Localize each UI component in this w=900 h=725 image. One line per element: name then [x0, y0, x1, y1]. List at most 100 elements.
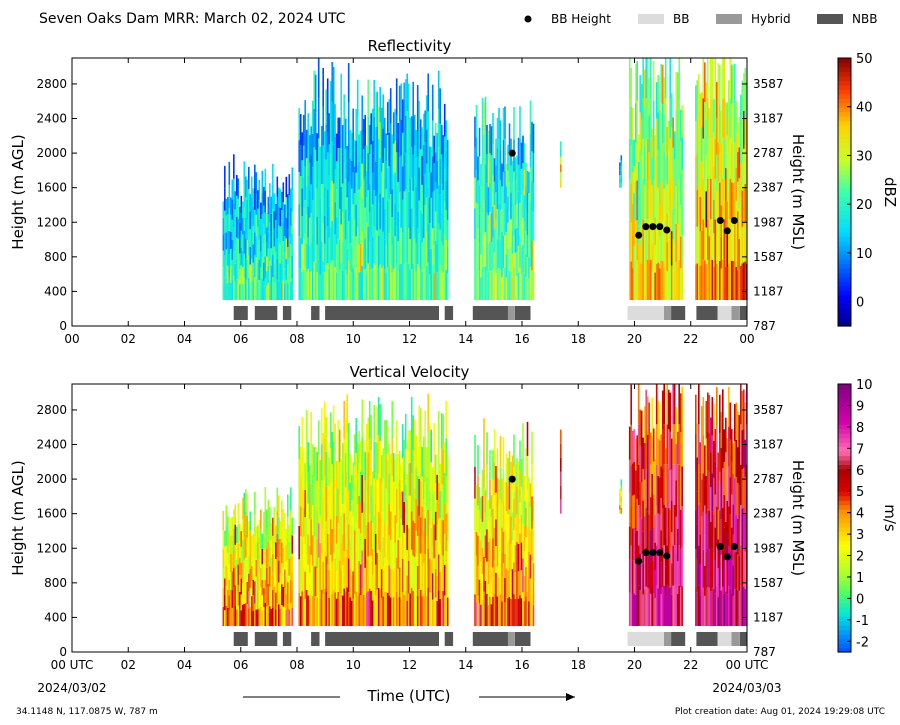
echo-cell [347, 422, 350, 457]
echo-cell [227, 248, 229, 266]
echo-cell [675, 516, 677, 554]
echo-cell [628, 259, 631, 300]
colorbar-tick-label: 9 [856, 399, 864, 414]
colorbar-step [838, 415, 851, 421]
echo-cell [304, 166, 306, 200]
echo-cell [284, 569, 286, 589]
colorbar-tick-label: 2 [856, 550, 864, 565]
echo-cell [673, 272, 676, 301]
echo-cell [654, 487, 656, 515]
echo-cell [264, 510, 267, 534]
echo-cell [657, 475, 659, 514]
echo-cell [377, 587, 380, 627]
echo-cell [299, 238, 302, 270]
echo-cell [355, 172, 357, 205]
echo-cell [335, 216, 338, 245]
echo-cell [263, 569, 265, 589]
echo-cell [246, 581, 249, 604]
echo-cell [270, 213, 273, 232]
echo-cell [704, 445, 706, 476]
echo-cell [439, 490, 441, 518]
echo-cell [725, 134, 727, 168]
echo-cell [341, 183, 344, 213]
echo-cell [331, 141, 333, 181]
echo-cell [720, 590, 723, 627]
echo-cell [285, 545, 288, 562]
echo-cell [308, 492, 311, 519]
echo-cell [227, 214, 229, 232]
echo-cell [704, 535, 706, 566]
echo-cell [415, 594, 417, 627]
echo-cell [510, 461, 512, 490]
echo-cell [261, 278, 264, 301]
echo-cell [257, 575, 259, 593]
echo-cell [359, 564, 362, 596]
echo-cell [394, 268, 396, 301]
echo-cell [529, 506, 532, 531]
echo-cell [640, 446, 643, 483]
echo-cell [356, 443, 359, 474]
echo-cell [385, 523, 387, 558]
echo-cell [436, 600, 438, 627]
echo-cell [380, 597, 383, 627]
echo-cell [413, 269, 416, 301]
echo-cell [267, 282, 270, 301]
echo-cell [240, 594, 243, 611]
echo-cell [496, 148, 499, 179]
echo-cell [395, 78, 398, 116]
echo-cell [308, 599, 311, 627]
echo-cell [328, 569, 330, 598]
echo-cell [367, 189, 369, 227]
echo-cell [716, 263, 718, 301]
echo-cell [743, 468, 745, 508]
echo-cell [347, 592, 350, 627]
echo-cell [701, 161, 703, 197]
echo-cell [642, 219, 644, 260]
echo-cell [737, 554, 739, 591]
echo-cell [667, 468, 670, 508]
echo-cell [673, 131, 676, 160]
echo-cell [424, 518, 426, 555]
echo-cell [352, 598, 354, 626]
echo-cell [729, 551, 732, 589]
echo-cell [261, 564, 264, 580]
echo-cell [743, 111, 745, 149]
echo-cell [386, 592, 389, 627]
echo-cell [425, 129, 428, 164]
echo-cell [371, 268, 374, 301]
echo-cell [507, 274, 509, 301]
echo-cell [225, 505, 228, 526]
echo-cell [377, 235, 380, 268]
echo-cell [269, 222, 271, 242]
echo-cell [698, 187, 700, 225]
echo-cell [329, 519, 332, 555]
echo-cell [439, 463, 441, 491]
echo-cell [304, 544, 306, 572]
echo-cell [705, 401, 708, 439]
echo-cell [628, 219, 631, 260]
echo-cell [526, 192, 529, 214]
echo-cell [531, 270, 533, 300]
echo-cell [501, 186, 503, 209]
echo-cell [495, 466, 497, 493]
echo-cell [418, 479, 420, 516]
echo-cell [732, 565, 735, 596]
echo-cell [701, 127, 703, 162]
echo-cell [331, 529, 333, 562]
echo-cell [708, 172, 711, 205]
echo-cell [353, 219, 356, 247]
echo-cell [489, 450, 491, 480]
echo-cell [670, 127, 673, 163]
echo-cell [634, 221, 637, 261]
echo-cell [382, 162, 384, 198]
echo-cell [319, 487, 321, 516]
echo-cell [412, 190, 414, 228]
echo-cell [285, 217, 288, 239]
echo-cell [365, 525, 368, 559]
echo-cell [477, 228, 479, 253]
echo-cell [261, 170, 264, 193]
echo-cell [634, 532, 637, 564]
echo-cell [707, 431, 709, 471]
echo-cell [713, 477, 715, 515]
echo-cell [740, 265, 742, 301]
